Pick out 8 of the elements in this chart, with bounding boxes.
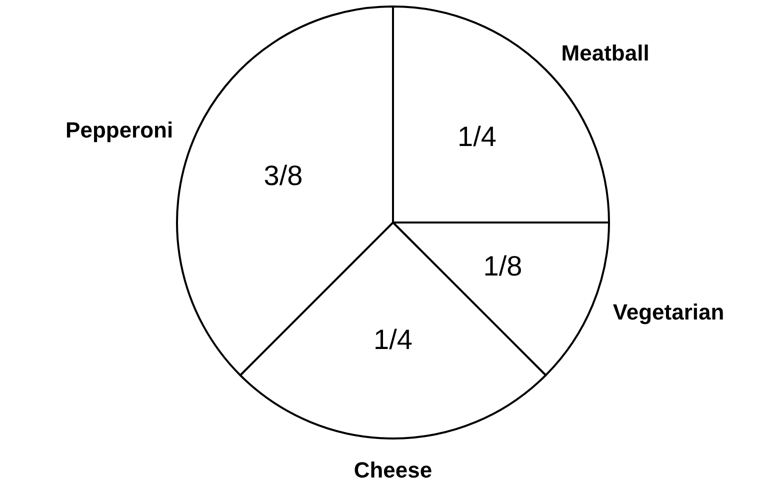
data-label: 1/4 (374, 324, 412, 356)
slice-label: Meatball (561, 40, 650, 66)
slice-label: Cheese (354, 458, 432, 483)
data-label: 1/8 (483, 250, 522, 282)
slice-label: Vegetarian (612, 300, 724, 325)
data-label: 1/4 (458, 121, 496, 152)
slice-label: Pepperoni (66, 117, 174, 142)
data-label: 3/8 (264, 160, 303, 191)
